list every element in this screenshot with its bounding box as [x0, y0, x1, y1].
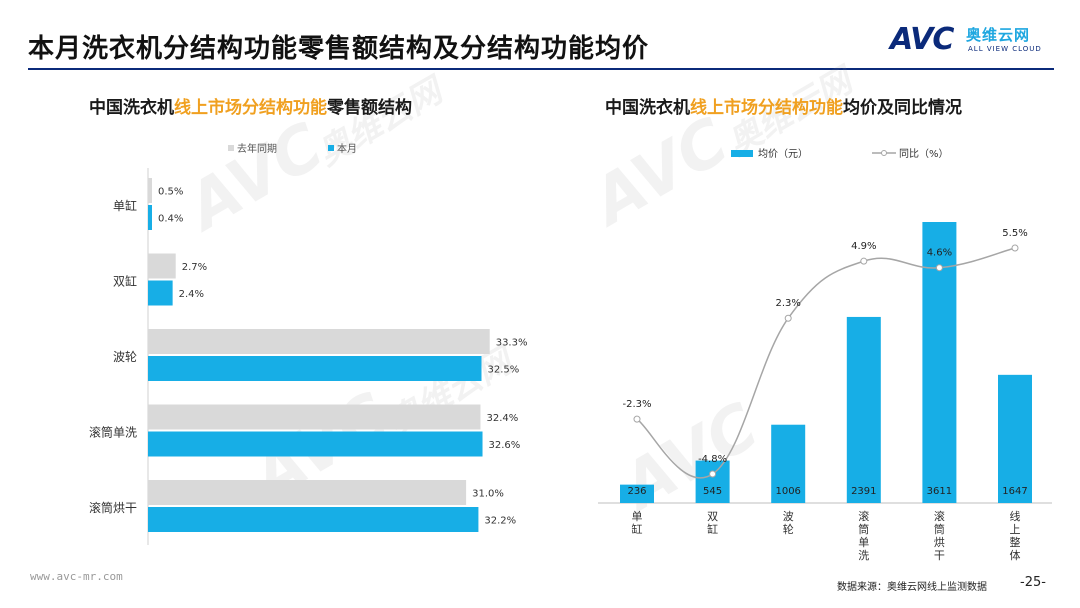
- avc-logo: AVC 奥维云网 ALL VIEW CLOUD: [890, 22, 1065, 62]
- category-label: 波轮: [113, 350, 137, 364]
- legend-label: 本月: [337, 142, 357, 155]
- category-label: 双缸: [707, 510, 718, 536]
- yoy-value-label: 4.9%: [851, 241, 876, 252]
- page-number: -25-: [1020, 575, 1046, 590]
- bar-value-label: 3611: [927, 486, 952, 497]
- category-label: 线上整体: [1010, 509, 1021, 562]
- bar-value-label: 545: [703, 486, 722, 497]
- bar: [148, 329, 490, 354]
- data-label: 33.3%: [496, 338, 528, 349]
- yoy-point: [860, 257, 868, 265]
- legend-label: 均价（元）: [758, 148, 808, 160]
- right-chart-title: 中国洗衣机线上市场分结构功能均价及同比情况: [605, 93, 962, 118]
- data-label: 32.5%: [487, 365, 519, 376]
- yoy-point: [1011, 244, 1019, 252]
- data-label: 2.7%: [182, 262, 207, 273]
- bar: [148, 280, 173, 306]
- category-label: 滚筒烘干: [89, 500, 137, 515]
- category-label: 滚筒单洗: [89, 425, 137, 440]
- yoy-point: [709, 470, 717, 478]
- category-label: 单缸: [113, 198, 137, 213]
- footer-url: www.avc-mr.com: [30, 570, 123, 583]
- data-label: 32.2%: [484, 516, 516, 527]
- bar: [148, 480, 467, 505]
- bar: [846, 316, 881, 503]
- bar: [771, 424, 806, 503]
- left-title-part-1: 中国洗衣机: [89, 98, 174, 118]
- bar: [922, 222, 957, 503]
- bar: [148, 431, 483, 457]
- data-label: 0.4%: [158, 214, 183, 225]
- bar: [148, 507, 479, 532]
- yoy-value-label: 4.6%: [927, 248, 952, 259]
- logo-chinese-name: 奥维云网: [966, 26, 1031, 44]
- left-title-part-2: 线上市场分结构功能: [174, 98, 327, 118]
- legend-label: 同比（%）: [899, 148, 949, 160]
- legend-label: 去年同期: [237, 142, 277, 155]
- yoy-point: [784, 314, 792, 322]
- legend-marker: [881, 150, 887, 156]
- category-label: 双缸: [113, 274, 137, 289]
- bar: [695, 460, 730, 503]
- legend-swatch: [328, 145, 334, 151]
- title-rule: [28, 68, 1054, 70]
- category-label: 波轮: [783, 510, 794, 536]
- left-chart-title: 中国洗衣机线上市场分结构功能零售额结构: [89, 93, 412, 118]
- right-title-part-1: 中国洗衣机: [605, 98, 690, 118]
- category-label: 单缸: [632, 510, 643, 536]
- category-label: 滚筒烘干: [934, 509, 945, 562]
- bar: [620, 484, 654, 503]
- bar-value-label: 236: [627, 486, 646, 497]
- right-title-part-2: 线上市场分结构功能: [690, 98, 843, 118]
- legend-swatch: [228, 145, 234, 151]
- logo-mark: AVC: [890, 22, 954, 57]
- yoy-value-label: 5.5%: [1002, 228, 1027, 239]
- data-label: 32.4%: [486, 413, 518, 424]
- yoy-point: [935, 264, 943, 272]
- data-label: 0.5%: [158, 187, 183, 198]
- data-label: 32.6%: [489, 440, 521, 451]
- bar: [148, 404, 481, 430]
- category-label: 滚筒单洗: [858, 509, 869, 562]
- legend-swatch: [731, 150, 753, 157]
- data-label: 2.4%: [179, 289, 204, 300]
- bar-value-label: 1006: [775, 486, 800, 497]
- bar-value-label: 1647: [1002, 486, 1027, 497]
- bar: [148, 253, 176, 279]
- yoy-point: [633, 415, 641, 423]
- footer-source: 数据来源：奥维云网线上监测数据: [837, 582, 987, 593]
- data-label: 31.0%: [472, 489, 504, 500]
- bar: [998, 374, 1032, 503]
- bar: [148, 205, 152, 230]
- yoy-value-label: 2.3%: [775, 298, 800, 309]
- page-title: 本月洗衣机分结构功能零售额结构及分结构功能均价: [28, 34, 650, 64]
- yoy-line: [636, 247, 1016, 479]
- yoy-value-label: -2.3%: [622, 399, 651, 410]
- bar: [148, 178, 152, 203]
- left-title-part-3: 零售额结构: [327, 98, 412, 118]
- right-title-part-3: 均价及同比情况: [843, 98, 962, 118]
- bar: [148, 356, 482, 381]
- yoy-value-label: -4.8%: [698, 454, 727, 465]
- logo-english-name: ALL VIEW CLOUD: [968, 45, 1042, 53]
- bar-value-label: 2391: [851, 486, 876, 497]
